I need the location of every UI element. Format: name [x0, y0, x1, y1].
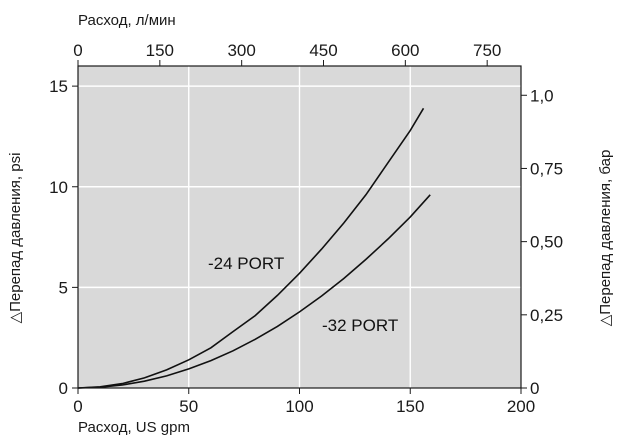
y-left-tick-label: 15 — [49, 77, 68, 96]
series-curves — [77, 107, 431, 389]
x-top-axis-title: Расход, л/мин — [78, 12, 176, 29]
x-bottom-tick-label: 200 — [507, 397, 535, 416]
x-top-tick-label: 150 — [146, 41, 174, 60]
x-bottom-axis-title: Расход, US gpm — [78, 419, 190, 436]
plot-frame — [77, 65, 522, 389]
x-top-tick-label: 450 — [309, 41, 337, 60]
y-left-tick-label: 10 — [49, 178, 68, 197]
x-top-tick-label: 600 — [391, 41, 419, 60]
x-top-tick-label: 750 — [473, 41, 501, 60]
x-bottom-tick-label: 100 — [285, 397, 313, 416]
series-label-24-port: -24 PORT — [208, 254, 284, 273]
series-label-32-port: -32 PORT — [322, 316, 398, 335]
x-top-tick-label: 0 — [73, 41, 82, 60]
x-bottom-tick-label: 50 — [179, 397, 198, 416]
grid-lines — [78, 66, 521, 388]
y-left-axis-title: △Перепад давления, psi — [7, 153, 24, 324]
y-right-tick-label: 0,75 — [530, 159, 563, 178]
x-bottom-tick-label: 150 — [396, 397, 424, 416]
y-right-tick-label: 1,0 — [530, 86, 554, 105]
y-right-tick-label: 0,50 — [530, 233, 563, 252]
x-bottom-tick-label: 0 — [73, 397, 82, 416]
y-right-tick-label: 0 — [530, 379, 539, 398]
y-left-tick-label: 0 — [59, 379, 68, 398]
series-curve-1 — [77, 194, 431, 389]
x-top-tick-label: 300 — [227, 41, 255, 60]
y-right-axis-title: △Перепад давления, бар — [597, 150, 614, 327]
y-right-tick-label: 0,25 — [530, 306, 563, 325]
series-curve-0 — [77, 107, 425, 389]
y-left-tick-label: 5 — [59, 278, 68, 297]
